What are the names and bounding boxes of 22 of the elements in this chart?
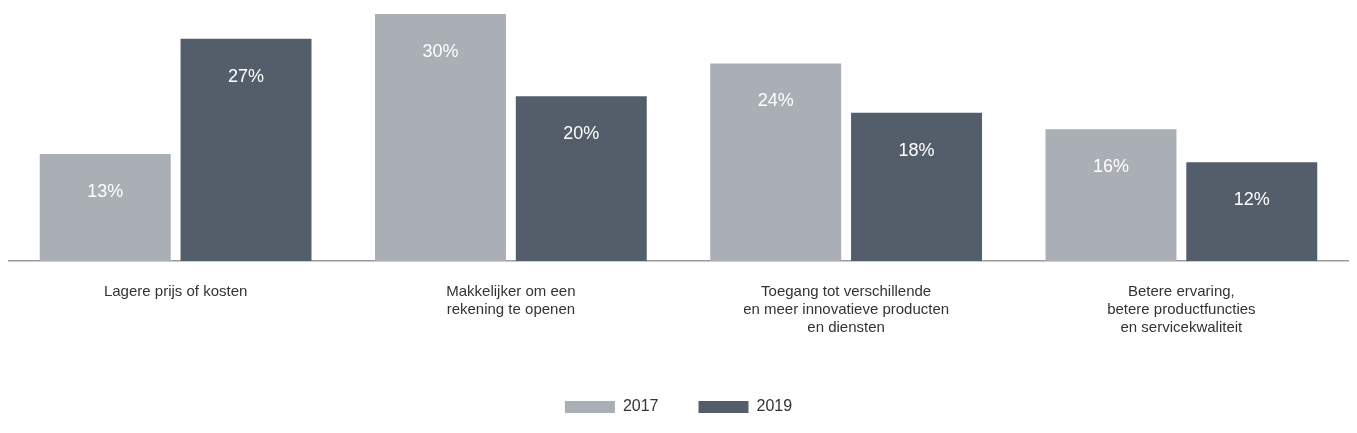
x-tick-label: Makkelijker om een rekening te openen bbox=[446, 282, 576, 318]
legend-label: 2017 bbox=[622, 397, 659, 415]
data-label: 20% bbox=[563, 123, 600, 144]
data-label: 16% bbox=[1092, 156, 1129, 177]
bar bbox=[1186, 162, 1318, 261]
x-tick-label: Lagere prijs of kosten bbox=[103, 282, 248, 300]
legend-label: 2019 bbox=[756, 397, 793, 415]
data-label: 24% bbox=[757, 90, 794, 111]
data-label: 27% bbox=[228, 65, 265, 86]
bar bbox=[39, 153, 171, 261]
bar bbox=[851, 112, 982, 261]
bar bbox=[515, 96, 647, 261]
data-label: 18% bbox=[898, 139, 935, 160]
data-label: 13% bbox=[87, 180, 124, 201]
bar bbox=[710, 63, 842, 261]
bar bbox=[375, 14, 506, 261]
bar bbox=[1045, 129, 1177, 261]
x-tick-label: Betere ervaring, betere productfuncties en servicekwaliteit bbox=[1107, 282, 1256, 336]
bar bbox=[180, 38, 312, 261]
x-tick-label: Toegang tot verschillende en meer innovatieve producten en diensten bbox=[743, 282, 950, 336]
data-label: 12% bbox=[1233, 189, 1270, 210]
data-label: 30% bbox=[422, 40, 459, 61]
